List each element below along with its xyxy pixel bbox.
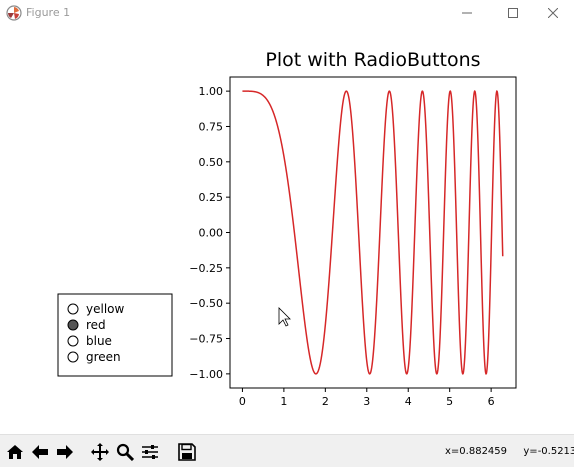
axes-frame <box>229 76 517 389</box>
close-icon <box>548 8 558 18</box>
plot-title: Plot with RadioButtons <box>265 49 480 71</box>
series-line <box>242 90 504 375</box>
minimize-icon <box>462 12 472 14</box>
pan-button[interactable] <box>89 442 111 462</box>
forward-button[interactable] <box>54 442 76 462</box>
back-button[interactable] <box>29 442 51 462</box>
configure-subplots-icon <box>142 445 158 459</box>
home-icon <box>7 445 23 459</box>
radio-circle-blue[interactable] <box>67 335 79 347</box>
window-titlebar: Figure 1 <box>0 0 574 26</box>
radio-option-red[interactable]: red <box>67 318 106 332</box>
radio-option-yellow[interactable]: yellow <box>67 302 124 316</box>
save-button[interactable] <box>176 442 198 462</box>
back-icon <box>32 445 48 459</box>
y-tick-label: −0.25 <box>189 262 223 275</box>
y-tick-label: −0.75 <box>189 333 223 346</box>
y-readout: y=-0.52134 <box>523 446 574 457</box>
radio-option-green[interactable]: green <box>67 350 121 364</box>
y-tick-label: −0.50 <box>189 297 223 310</box>
figure-canvas[interactable]: Plot with RadioButtons 0 1 2 3 4 5 6 1.00 0.75 0.… <box>0 26 574 434</box>
pan-icon <box>91 443 109 461</box>
configure-subplots-button[interactable] <box>139 442 161 462</box>
x-tick-label: 6 <box>488 395 495 408</box>
y-tick-label: 0.75 <box>199 120 224 133</box>
home-button[interactable] <box>4 442 26 462</box>
y-tick-label: 0.25 <box>199 191 224 204</box>
navigation-toolbar: x=0.882459 y=-0.52134 <box>0 434 574 467</box>
x-tick-label: 3 <box>363 395 370 408</box>
main-axes[interactable]: 0 1 2 3 4 5 6 1.00 0.75 0.50 0.25 0.00 −0.25 −0.50 −0.… <box>189 76 517 408</box>
radio-option-blue[interactable]: blue <box>67 334 112 348</box>
x-tick-label: 5 <box>446 395 453 408</box>
window-title: Figure 1 <box>26 6 71 19</box>
radio-circle-yellow[interactable] <box>67 303 79 315</box>
cursor-coordinates: x=0.882459 y=-0.52134 <box>445 446 574 457</box>
radio-buttons-panel: yellow red blue green <box>57 293 173 377</box>
zoom-button[interactable] <box>114 442 136 462</box>
save-icon <box>178 443 196 461</box>
y-tick-label: 0.50 <box>199 156 224 169</box>
radio-circle-green[interactable] <box>67 351 79 363</box>
zoom-icon <box>116 443 134 461</box>
y-tick-label: 0.00 <box>199 227 224 240</box>
radio-circle-red[interactable] <box>67 319 79 331</box>
maximize-button[interactable] <box>492 0 534 26</box>
mouse-cursor-icon <box>278 307 291 327</box>
y-tick-label: −1.00 <box>189 368 223 381</box>
x-tick-label: 1 <box>280 395 287 408</box>
radio-label-blue[interactable]: blue <box>86 334 112 348</box>
maximize-icon <box>508 8 518 18</box>
x-readout: x=0.882459 <box>445 446 508 457</box>
y-tick-label: 1.00 <box>199 85 224 98</box>
forward-icon <box>57 445 73 459</box>
matplotlib-icon <box>6 5 22 21</box>
radio-label-red[interactable]: red <box>86 318 106 332</box>
x-tick-label: 0 <box>239 395 246 408</box>
radio-label-yellow[interactable]: yellow <box>86 302 124 316</box>
close-button[interactable] <box>532 0 574 26</box>
x-tick-label: 4 <box>405 395 412 408</box>
figure-svg: Plot with RadioButtons 0 1 2 3 4 5 6 1.00 0.75 0.… <box>57 49 517 408</box>
minimize-button[interactable] <box>446 0 488 26</box>
radio-label-green[interactable]: green <box>86 350 121 364</box>
x-tick-label: 2 <box>322 395 329 408</box>
